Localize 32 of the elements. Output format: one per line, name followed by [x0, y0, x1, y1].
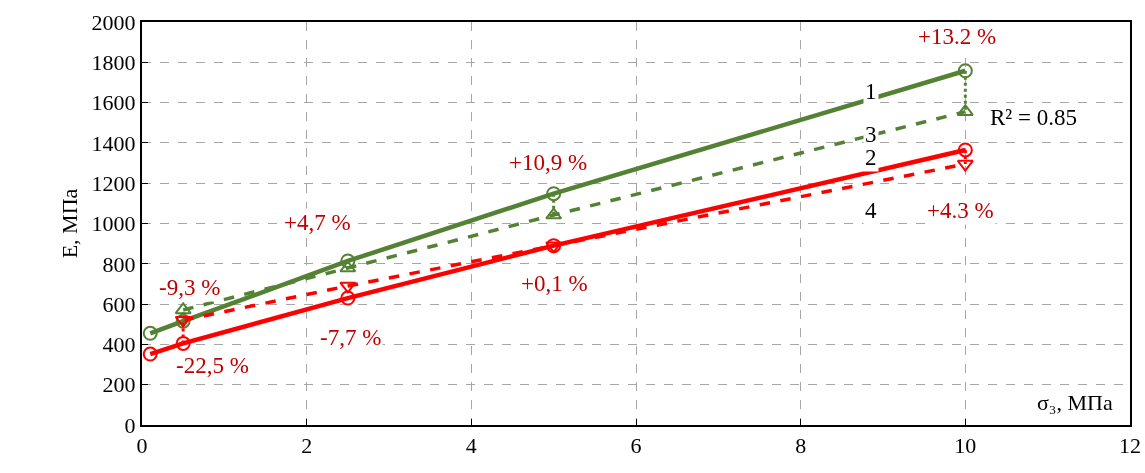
- x-tick-label: 10: [954, 433, 977, 459]
- y-tick-label: 600: [102, 291, 136, 317]
- annotation: 2: [865, 145, 877, 170]
- annotation: 1: [865, 79, 877, 104]
- y-tick-label: 2000: [91, 9, 136, 35]
- x-tick-label: 8: [795, 433, 807, 459]
- annotation: -9,3 %: [159, 275, 221, 300]
- x-tick-label: 2: [301, 433, 313, 459]
- y-tick-label: 0: [124, 412, 136, 438]
- y-tick-label: 400: [102, 332, 136, 358]
- annotation: +4,7 %: [284, 210, 351, 235]
- annotation: -7,7 %: [320, 325, 382, 350]
- y-tick-label: 800: [102, 251, 136, 277]
- annotation: R² = 0.85: [990, 105, 1077, 130]
- y-axis-title: E, МПа: [56, 188, 82, 259]
- x-tick-label: 12: [1119, 433, 1141, 459]
- x-tick-label: 4: [465, 433, 477, 459]
- annotation: 3: [865, 122, 877, 147]
- annotation: +13.2 %: [918, 24, 997, 49]
- y-tick-label: 200: [102, 372, 136, 398]
- y-tick-label: 1000: [91, 211, 136, 237]
- y-tick-label: 1600: [91, 90, 136, 116]
- annotation: +0,1 %: [521, 271, 588, 296]
- annotation: +10,9 %: [509, 150, 588, 175]
- annotation: -22,5 %: [176, 353, 249, 378]
- y-tick-label: 1800: [91, 50, 136, 75]
- y-tick-label: 1200: [91, 170, 136, 196]
- annotation: +4.3 %: [927, 198, 994, 223]
- x-tick-label: 6: [630, 433, 642, 459]
- x-axis-title: σ₃, МПа: [1037, 390, 1113, 415]
- y-tick-label: 1400: [91, 130, 136, 156]
- annotation: 4: [865, 198, 877, 223]
